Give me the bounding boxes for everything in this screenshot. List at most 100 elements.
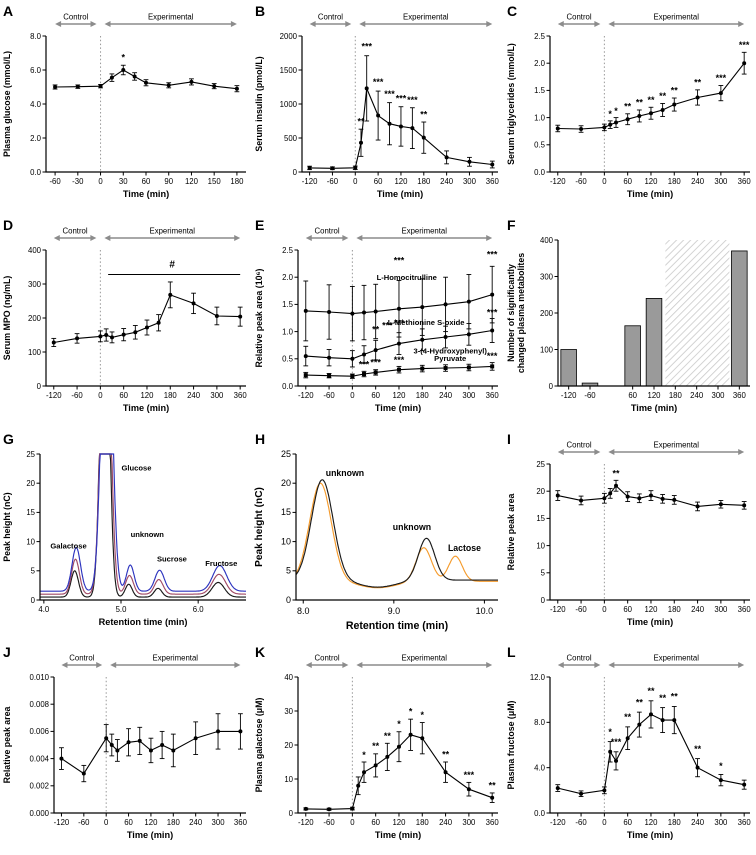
- x-tick-label: 360: [234, 391, 248, 400]
- significance-mark: ***: [739, 40, 750, 50]
- y-tick-label: 0: [549, 382, 554, 391]
- annotation: Fructose: [205, 559, 237, 568]
- x-tick-label: 6.0: [193, 605, 205, 614]
- x-axis-label: Time (min): [377, 189, 423, 199]
- y-tick-label: 200: [28, 314, 42, 323]
- y-tick-label: 0.0: [30, 168, 42, 177]
- control-label: Control: [318, 13, 343, 22]
- y-tick-label: 15: [281, 507, 291, 517]
- phase-arrows: Control Experimental: [309, 13, 493, 27]
- series-serum-mpo: [51, 281, 243, 347]
- significance-mark: ***: [396, 94, 407, 104]
- y-tick-label: 6.0: [30, 66, 42, 75]
- y-tick-label: 5: [31, 566, 36, 575]
- trace-black: [40, 452, 246, 598]
- y-tick-label: 0: [293, 168, 298, 177]
- control-label: Control: [314, 226, 339, 235]
- y-tick-label: 30: [284, 707, 293, 716]
- x-tick-label: 300: [212, 818, 226, 827]
- experimental-label: Experimental: [654, 654, 700, 663]
- significance-mark: ***: [611, 737, 622, 747]
- y-axis-label: Serum triglycerides (mmol/L): [506, 43, 516, 165]
- x-tick-label: -120: [550, 177, 566, 186]
- experimental-label: Experimental: [654, 440, 700, 449]
- y-tick-label: 1.0: [282, 327, 294, 336]
- y-tick-label: 0.000: [29, 809, 49, 818]
- significance-mark: **: [694, 78, 702, 88]
- tick-labels: 4.0 5.0 6.0 0 5 10 15 20 25: [26, 449, 204, 613]
- y-tick-label: 20: [26, 479, 35, 488]
- control-label: Control: [314, 654, 339, 663]
- x-tick-label: 60: [142, 177, 151, 186]
- y-tick-label: 12.0: [530, 673, 546, 682]
- y-tick-label: 0.004: [29, 755, 49, 764]
- x-tick-label: 60: [628, 391, 637, 400]
- x-tick-label: 360: [738, 605, 752, 614]
- phase-arrows: Control Experimental: [53, 226, 241, 241]
- x-tick-label: -120: [298, 818, 314, 827]
- x-tick-label: 60: [623, 818, 632, 827]
- significance-mark: *: [608, 109, 612, 119]
- axes: [45, 36, 246, 173]
- significance-mark: ***: [370, 357, 381, 367]
- y-tick-label: 2.0: [282, 273, 294, 282]
- significance-mark: **: [659, 91, 667, 101]
- x-tick-label: 300: [714, 818, 728, 827]
- x-tick-label: 120: [185, 177, 199, 186]
- panel-K-chart: ******* ********-120 -60 0 60 120 180 240 300 360…: [254, 644, 499, 840]
- panel-B: ** *** *** *** *** *** ** -120 -60 0 60 120 180 240 30…: [252, 0, 504, 214]
- y-tick-label: 200: [540, 309, 554, 318]
- panel-letter: B: [255, 3, 265, 19]
- x-tick-label: 300: [210, 391, 224, 400]
- series-l-homocitrulline: [303, 265, 495, 342]
- x-tick-label: 240: [691, 177, 705, 186]
- tick-labels: -120 -60 0 60 120 180 240 300 360 0.0 4.0 8.0 12.0: [530, 673, 752, 827]
- y-tick-label: 1.5: [282, 300, 294, 309]
- x-tick-label: 0: [602, 818, 607, 827]
- x-tick-label: -120: [46, 391, 62, 400]
- experimental-label: Experimental: [402, 226, 448, 235]
- x-tick-label: 180: [416, 391, 430, 400]
- y-tick-label: 2000: [280, 32, 298, 41]
- panel-J-chart: -120 -60 0 60 120 180 240 300 360 0.000 0.002 0.004…: [2, 644, 248, 840]
- x-tick-label: 300: [463, 177, 477, 186]
- x-axis-label: Time (min): [123, 403, 169, 413]
- x-tick-label: 360: [486, 177, 500, 186]
- significance-mark: *: [362, 750, 366, 760]
- panel-letter: D: [3, 217, 13, 233]
- significance-mark: *: [421, 710, 425, 720]
- tick-labels: -120 -60 0 60 120 180 240 300 360 0.000 0.002 0.004…: [29, 673, 247, 827]
- x-tick-label: 180: [668, 818, 682, 827]
- panel-letter: K: [255, 644, 265, 660]
- trace-orange: [295, 482, 498, 588]
- panel-E-chart: ******** *** ********* *** *** ***L-Homocitru…: [254, 217, 499, 413]
- significance-mark: *: [614, 106, 618, 116]
- x-tick-label: -120: [298, 391, 314, 400]
- y-tick-label: 1000: [280, 100, 298, 109]
- significance-mark: **: [613, 468, 621, 478]
- x-axis-label: Time (min): [631, 403, 677, 413]
- x-tick-label: 180: [230, 177, 244, 186]
- y-tick-label: 100: [28, 348, 42, 357]
- significance-mark: **: [624, 101, 632, 111]
- x-tick-label: 0: [602, 177, 607, 186]
- x-tick-label: 0: [350, 818, 355, 827]
- panel-F-chart: -120 -60 60 120 180 240 300 360 0 100 200 300 400 Tim…: [506, 217, 750, 413]
- x-tick-label: -60: [71, 391, 83, 400]
- x-tick-label: 60: [124, 818, 133, 827]
- x-tick-label: -60: [78, 818, 90, 827]
- significance-mark: ***: [361, 42, 372, 52]
- significance-mark: ***: [487, 351, 498, 361]
- annotation: L-Homocitrulline: [377, 273, 437, 282]
- series-serum-insulin: [307, 55, 495, 171]
- significance-mark: ***: [373, 77, 384, 87]
- panel-H-chart: unknown unknown Lactose 8.0 9.0 10.0 0 5 10 15 20 2…: [254, 431, 498, 631]
- x-tick-label: 120: [644, 177, 658, 186]
- phase-arrows: Control Experimental: [557, 440, 745, 455]
- panel-G: Galactose Glucose unknown Sucrose Fructose 4.…: [0, 428, 252, 642]
- y-tick-label: 300: [540, 272, 554, 281]
- x-tick-label: 240: [440, 177, 454, 186]
- significance-mark: ***: [382, 320, 393, 330]
- x-tick-label: 180: [417, 177, 431, 186]
- panel-C: * * ** ** ** ** ** ** *** *** -120 -60 0 60 120 180 240 3…: [504, 0, 756, 214]
